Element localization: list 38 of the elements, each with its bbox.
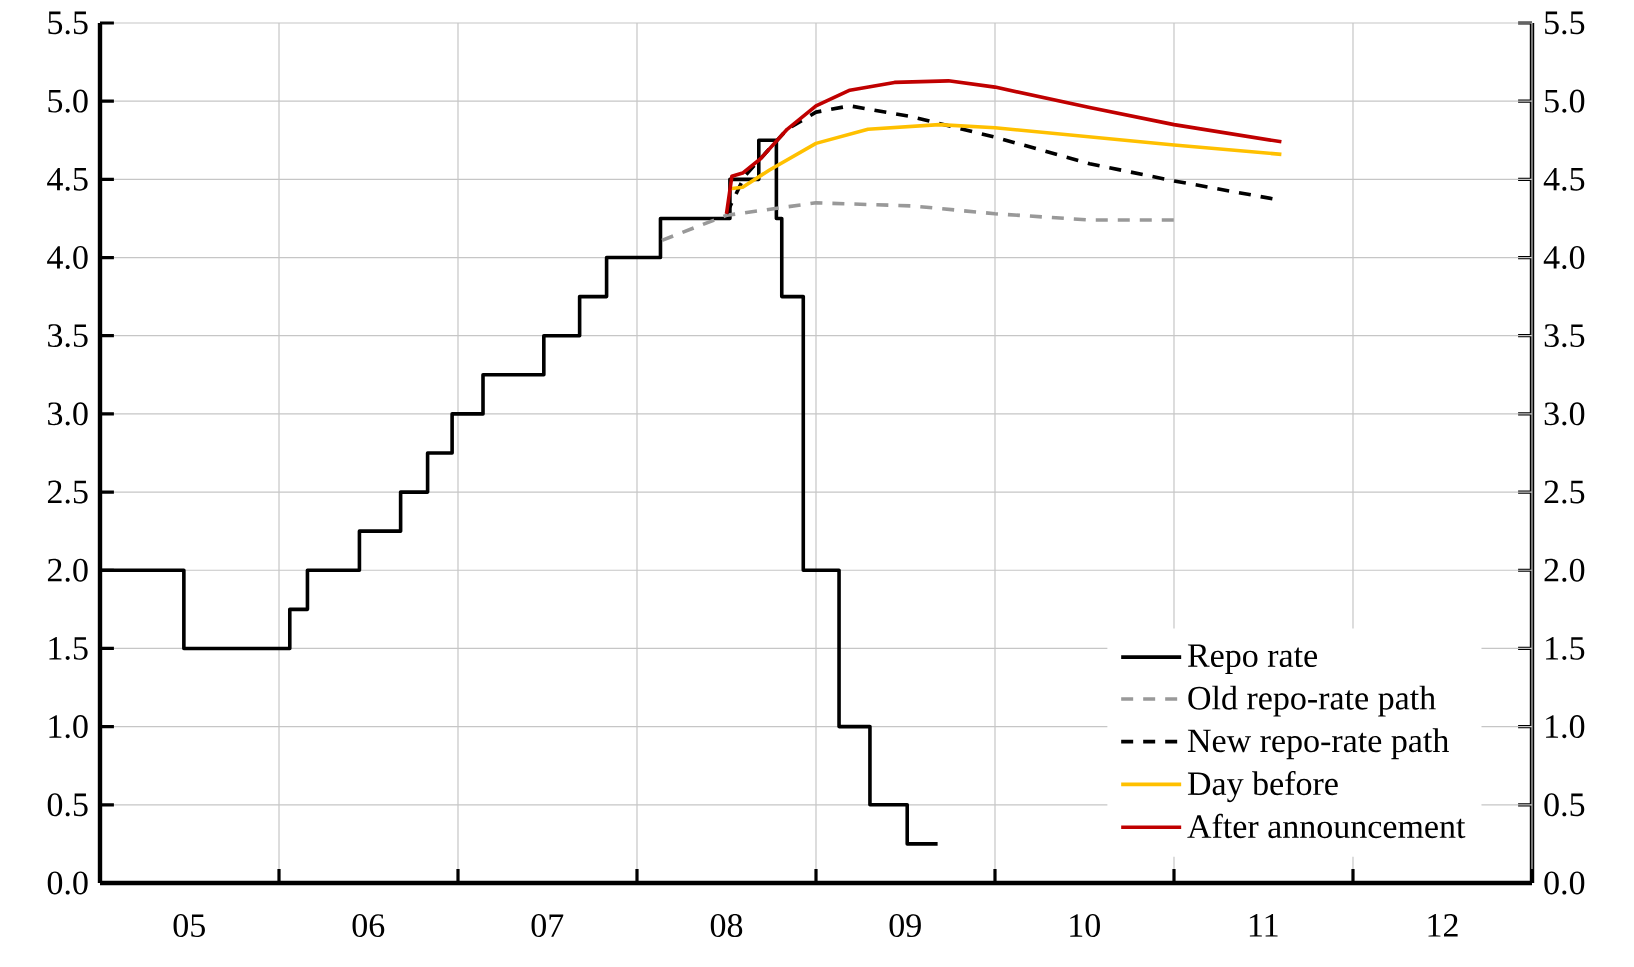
x-tick-label: 05 [173, 914, 205, 938]
y-tick-label: 4.0 [47, 245, 88, 270]
y2-tick-label: 4.0 [1543, 245, 1585, 270]
y-tick-label: 2.5 [47, 480, 88, 504]
y2-tick-label: 2.5 [1544, 480, 1585, 504]
y2-tick-label: 2.0 [1544, 558, 1585, 582]
y2-tick-label: 4.5 [1543, 167, 1585, 191]
x-tick-label: 09 [889, 914, 921, 938]
legend-label: Repo rate [1187, 644, 1318, 674]
x-tick-label: 11 [1249, 914, 1278, 937]
legend-label: Old repo-rate path [1188, 685, 1436, 717]
x-tick-label: 10 [1070, 914, 1100, 938]
y-tick-label: 1.0 [49, 715, 88, 739]
y2-tick-label: 1.5 [1546, 636, 1585, 660]
y-tick-label: 1.5 [49, 636, 88, 660]
y2-tick-label: 5.0 [1545, 89, 1585, 113]
line-series [724, 79, 1284, 216]
y2-tick-label: 5.5 [1545, 11, 1585, 35]
y2-tick-label: 0.0 [1544, 871, 1585, 895]
y-tick-label: 5.0 [48, 89, 88, 113]
x-tick-label: 06 [352, 914, 385, 938]
y2-tick-label: 3.0 [1544, 402, 1585, 426]
y-tick-label: 3.5 [48, 324, 88, 348]
legend-label: After announcement [1187, 813, 1466, 839]
y-tick-label: 2.0 [47, 558, 88, 582]
x-tick-label: 12 [1428, 914, 1458, 937]
y2-tick-label: 0.5 [1544, 793, 1585, 817]
y-tick-label: 3.0 [48, 402, 88, 426]
y-tick-label: 4.5 [47, 167, 88, 191]
y-tick-label: 5.5 [48, 11, 88, 35]
y2-tick-label: 1.0 [1546, 715, 1585, 739]
x-tick-label: 08 [710, 914, 743, 938]
legend-label: Day before [1187, 770, 1338, 803]
x-tick-label: 07 [531, 914, 564, 938]
y-tick-label: 0.0 [47, 871, 88, 895]
legend-label: New repo-rate path [1187, 728, 1449, 760]
y-tick-label: 0.5 [47, 793, 88, 817]
y2-tick-label: 3.5 [1544, 324, 1585, 348]
